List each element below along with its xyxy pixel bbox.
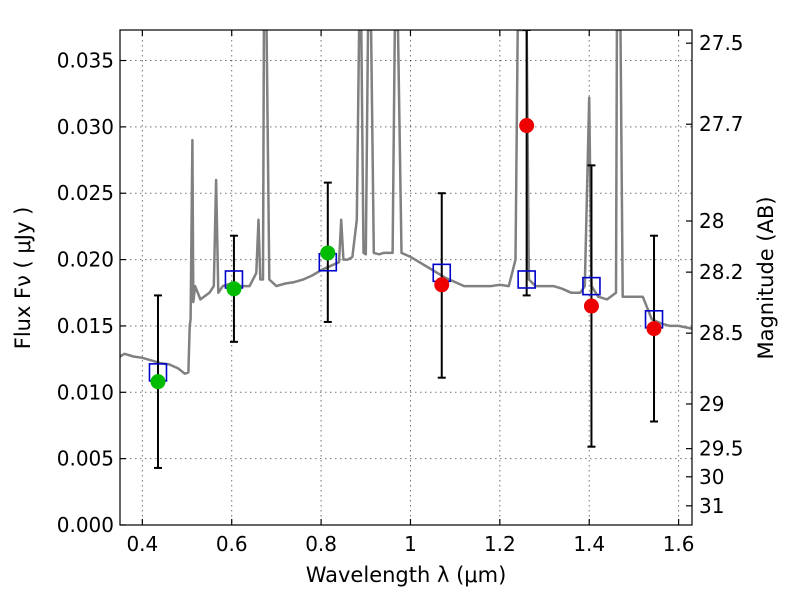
y-tick-label: 0.005 xyxy=(57,447,114,471)
observed-photometry-point xyxy=(646,321,662,337)
y-tick-label: 0.025 xyxy=(57,181,114,205)
mag-tick-label: 31 xyxy=(699,494,724,518)
model-photometry-box xyxy=(517,270,536,289)
mag-tick-label: 29.5 xyxy=(699,437,744,461)
y-tick-label: 0.000 xyxy=(57,513,114,537)
x-tick-label: 1.4 xyxy=(573,532,605,556)
mag-tick-label: 27.5 xyxy=(699,31,744,55)
plot-data xyxy=(120,30,692,469)
grid xyxy=(120,30,692,526)
observed-photometry-point xyxy=(519,118,535,134)
observed-photometry-point xyxy=(226,281,242,297)
right-axis-label: Magnitude (AB) xyxy=(754,196,778,359)
axis-ticks: 0.4 0.6 0.8 1 1.2 1.4 1.6 0.000 0.005 0.010 0.015 0… xyxy=(57,30,744,556)
y-tick-label: 0.030 xyxy=(57,115,114,139)
mag-tick-label: 28 xyxy=(699,209,724,233)
observed-photometry-point xyxy=(583,298,599,314)
x-tick-label: 1.2 xyxy=(484,532,516,556)
y-tick-label: 0.035 xyxy=(57,49,114,73)
mag-tick-label: 29 xyxy=(699,392,724,416)
y-axis-label: Flux Fν ( μJy ) xyxy=(11,207,35,350)
model-photometry-box xyxy=(582,276,601,296)
x-axis-label: Wavelength λ (μm) xyxy=(306,563,507,587)
sed-spectrum-line xyxy=(120,30,692,375)
x-tick-label: 0.8 xyxy=(305,532,337,556)
mag-tick-label: 27.7 xyxy=(699,112,744,136)
mag-tick-label: 28.5 xyxy=(699,321,744,345)
mag-tick-label: 28.2 xyxy=(699,260,744,284)
observed-photometry-point xyxy=(320,245,336,261)
y-tick-label: 0.015 xyxy=(57,314,114,338)
y-tick-label: 0.020 xyxy=(57,248,114,272)
x-tick-label: 1 xyxy=(404,532,417,556)
observed-photometry-point xyxy=(434,277,450,293)
mag-tick-label: 30 xyxy=(699,465,724,489)
x-tick-label: 0.4 xyxy=(126,532,158,556)
plot-background xyxy=(120,30,692,525)
y-tick-label: 0.010 xyxy=(57,380,114,404)
observed-photometry-point xyxy=(150,374,166,390)
plot-frame xyxy=(119,29,693,526)
x-tick-label: 1.6 xyxy=(663,532,695,556)
x-tick-label: 0.6 xyxy=(216,532,248,556)
